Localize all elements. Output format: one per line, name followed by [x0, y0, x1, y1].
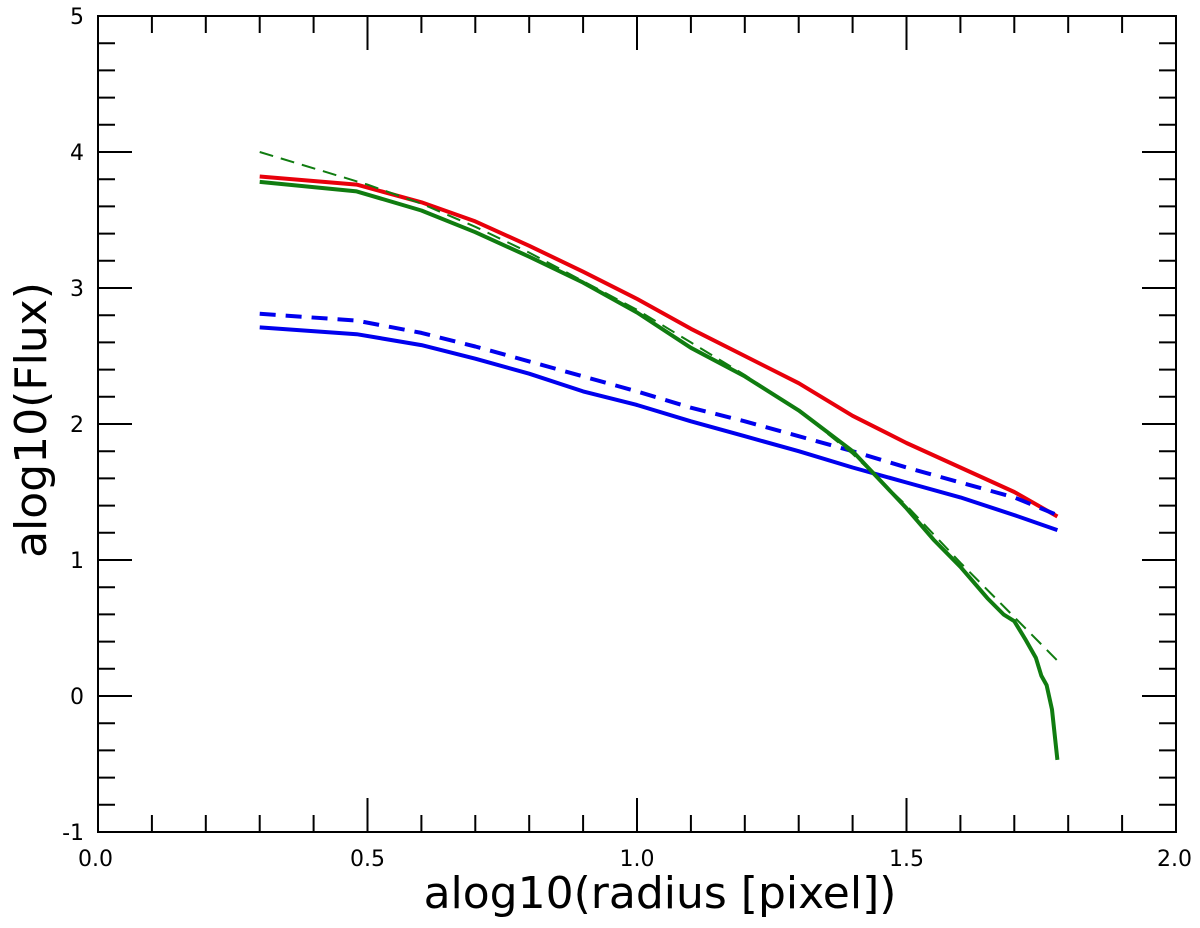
plot-frame [97, 15, 1177, 833]
y-tick-label: -1 [62, 821, 84, 846]
y-tick-label: 3 [70, 277, 84, 302]
x-tick-label: 0.0 [78, 847, 113, 872]
axis-ticks [97, 15, 1177, 833]
y-tick-label: 4 [70, 141, 84, 166]
chart-series [259, 151, 1060, 761]
series-line-5 [259, 151, 1059, 662]
x-axis-title: alog10(radius [pixel]) [424, 868, 897, 919]
series-line-4 [259, 179, 1060, 761]
series-line-3 [259, 311, 1059, 517]
y-tick-label: 0 [70, 685, 84, 710]
y-tick-label: 5 [70, 5, 84, 30]
y-axis-title: alog10(Flux) [6, 282, 57, 558]
y-tick-label: 2 [70, 413, 84, 438]
x-tick-label: 1.0 [620, 847, 655, 872]
series-line-1 [259, 174, 1059, 519]
y-tick-label: 1 [70, 549, 84, 574]
x-tick-label: 2.0 [1157, 847, 1192, 872]
axis-tick-labels: 0.0 0.5 1.0 1.5 2.0 -1 0 1 2 3 4 5 [62, 5, 1192, 872]
x-tick-label: 0.5 [350, 847, 385, 872]
series-line-2 [259, 325, 1059, 532]
x-tick-label: 1.5 [889, 847, 924, 872]
